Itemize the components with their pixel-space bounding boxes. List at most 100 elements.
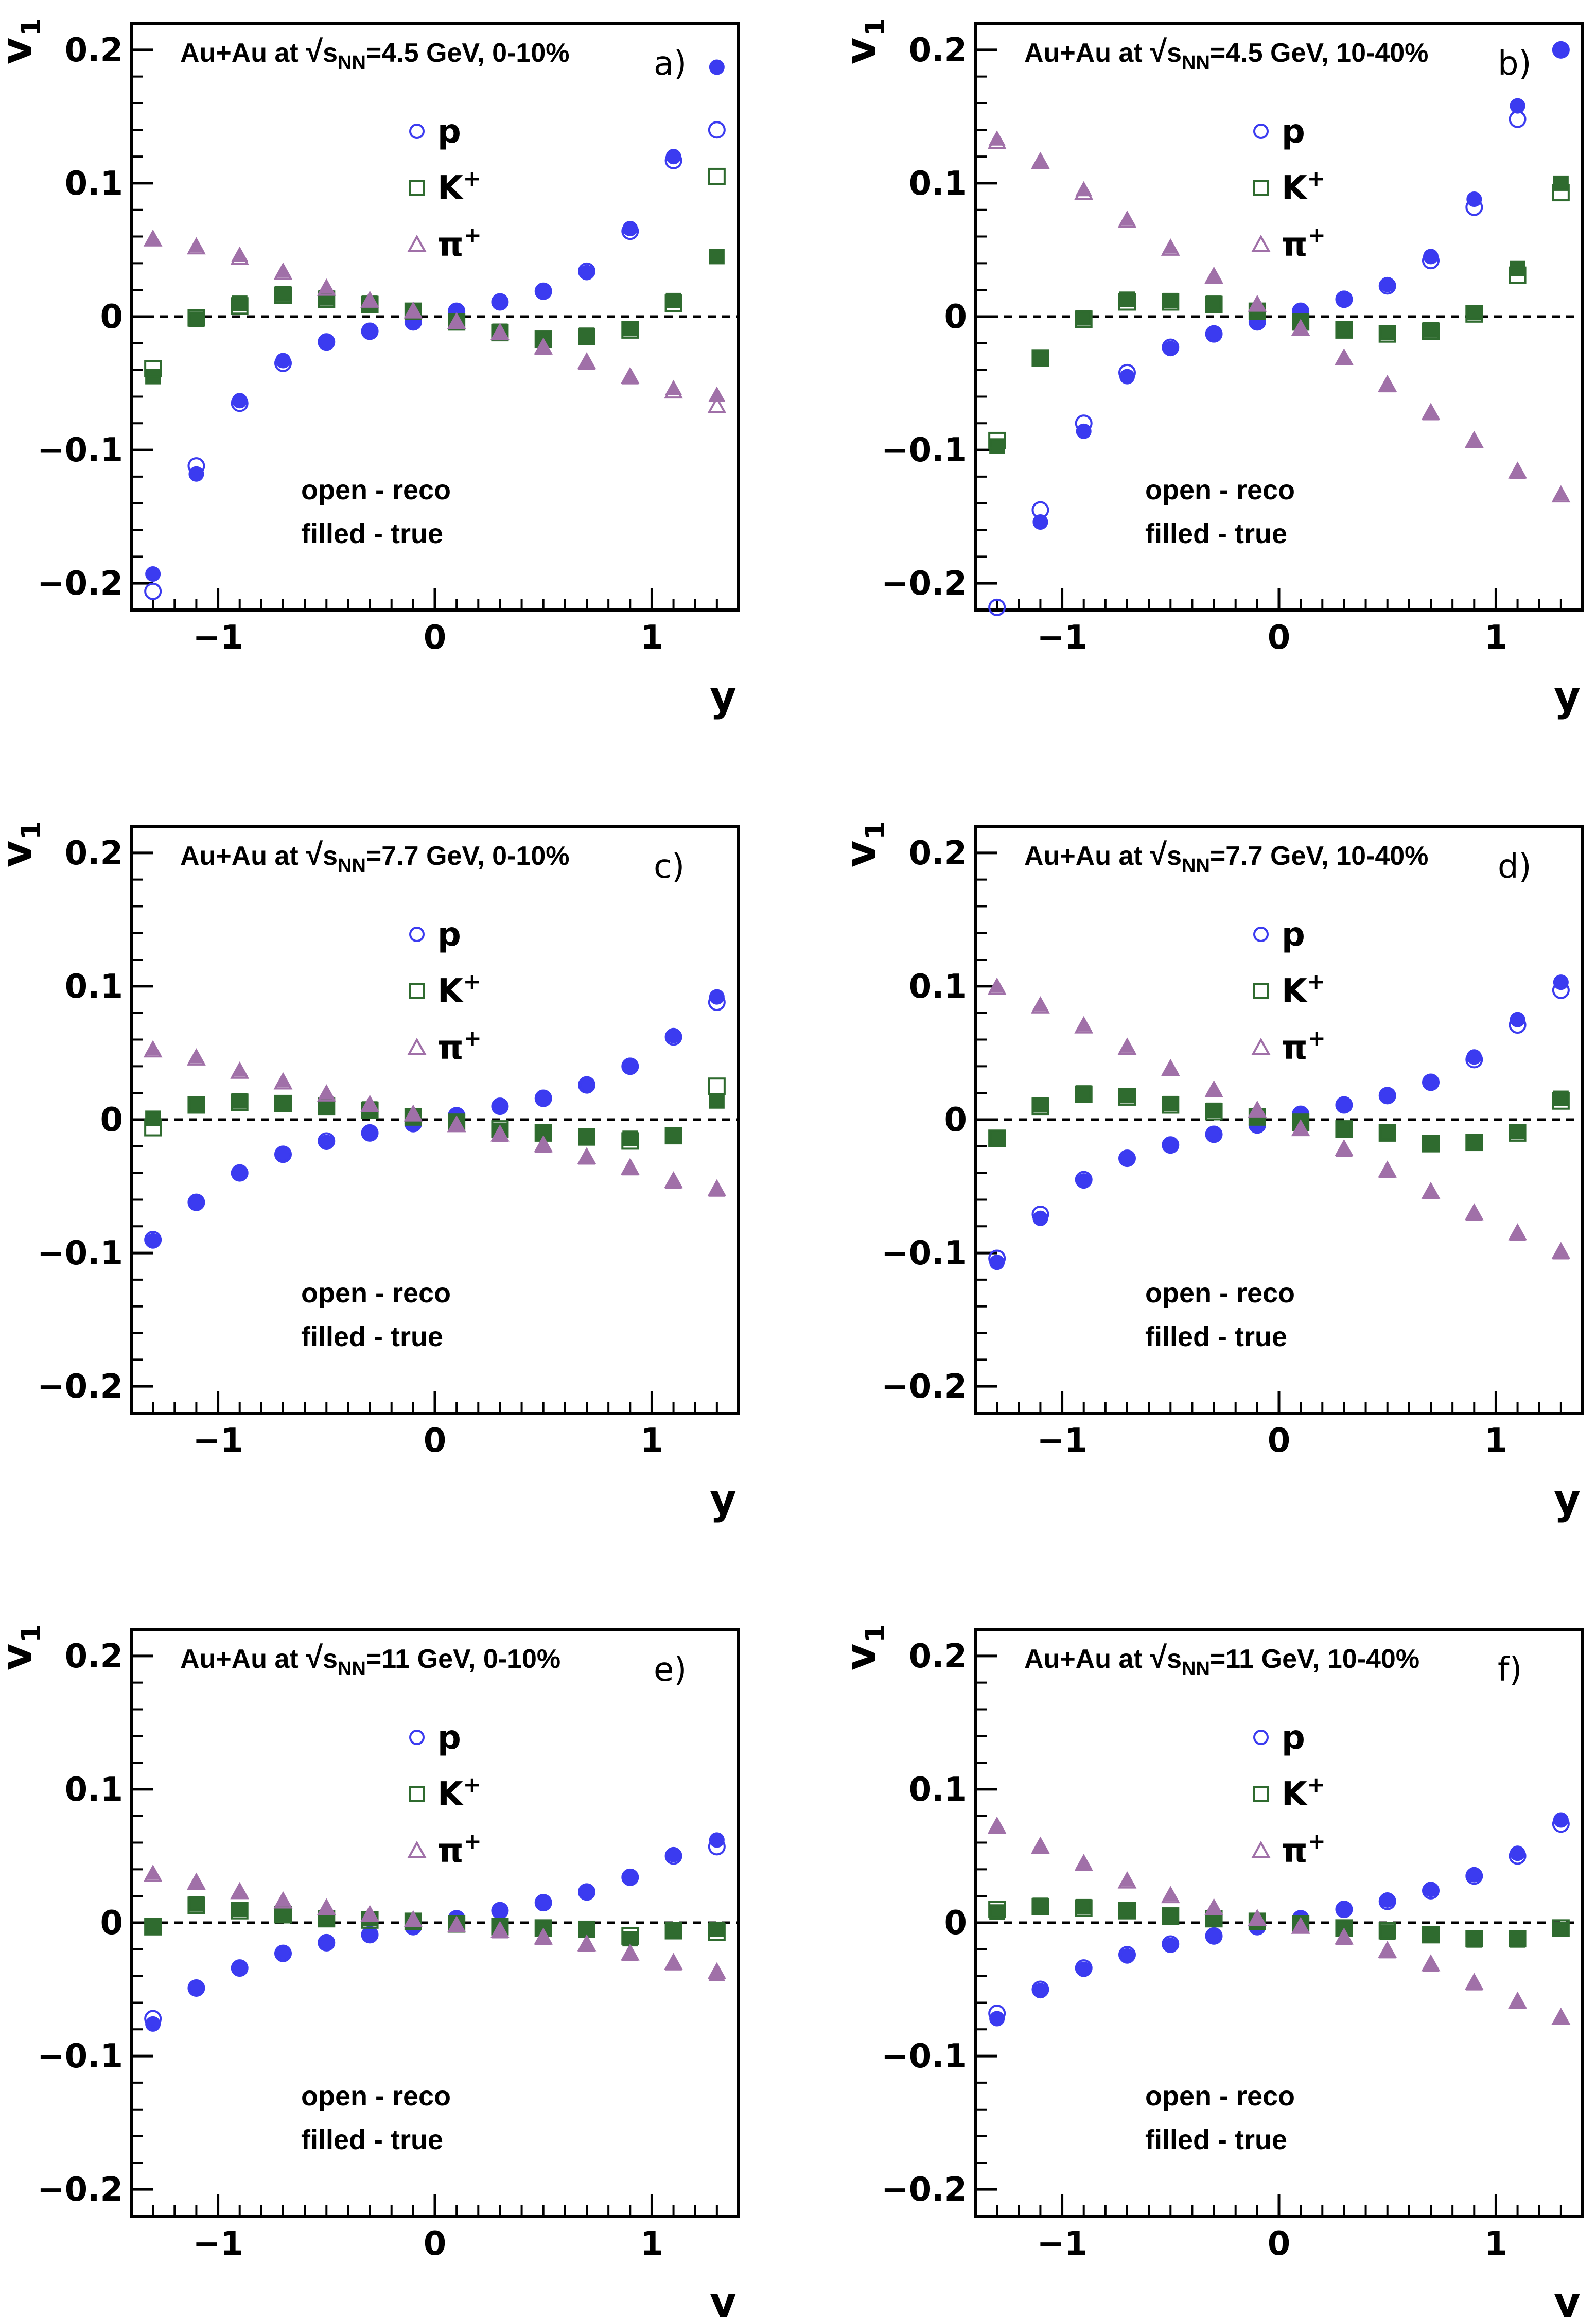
x-tick-label: 0 xyxy=(1268,2225,1291,2263)
x-tick-label: −1 xyxy=(1037,619,1087,657)
y-tick-label: 0.1 xyxy=(65,165,123,203)
piplus-reco-point xyxy=(404,301,423,319)
y-tick-label: 0.1 xyxy=(909,165,967,203)
Kplus-true-point xyxy=(709,1093,725,1109)
Kplus-reco-point xyxy=(664,1127,682,1145)
p-true-point xyxy=(1163,1137,1179,1153)
y-tick-label: 0.2 xyxy=(909,31,967,69)
y-tick-label: 0.2 xyxy=(909,834,967,873)
y-axis-title: v1 xyxy=(837,821,891,867)
Kplus-reco-point xyxy=(578,1128,595,1146)
Kplus-reco-point xyxy=(1509,1124,1527,1142)
piplus-reco-point xyxy=(1248,1100,1267,1118)
p-reco-point xyxy=(1552,1815,1570,1833)
y-tick-label: 0 xyxy=(944,1101,967,1139)
p-reco-point xyxy=(361,322,379,340)
piplus-reco-point xyxy=(1335,348,1354,365)
title-s: s xyxy=(323,1644,338,1674)
title-s: s xyxy=(1167,38,1182,68)
Kplus-reco-point xyxy=(578,327,595,345)
panel-title: Au+Au at √sNN=4.5 GeV, 10-40% xyxy=(1024,34,1428,74)
Kplus-reco-point xyxy=(231,297,249,315)
legend-marker-K xyxy=(1253,1786,1269,1802)
note-open: open - reco xyxy=(1145,2081,1295,2112)
y-axis-title: v1 xyxy=(837,1624,891,1670)
p-reco-point xyxy=(1162,1136,1180,1154)
piplus-reco-point xyxy=(620,367,640,384)
piplus-reco-point xyxy=(1335,1139,1354,1156)
p-reco-point xyxy=(318,1933,336,1952)
Kplus-true-point xyxy=(1423,1136,1439,1152)
p-reco-point xyxy=(534,1894,552,1912)
p-true-point xyxy=(709,1832,725,1848)
piplus-reco-point xyxy=(404,1910,423,1927)
piplus-reco-point xyxy=(1464,430,1484,448)
y-axis-title: v1 xyxy=(0,821,47,867)
Kplus-reco-point xyxy=(1552,184,1570,202)
title-subscript: NN xyxy=(338,855,366,877)
p-true-point xyxy=(1553,42,1569,58)
y-tick-label: −0.1 xyxy=(37,2037,123,2076)
p-reco-point xyxy=(1205,1927,1223,1945)
p-reco-point xyxy=(144,1231,162,1249)
Kplus-true-point xyxy=(188,1896,204,1912)
sqrt-symbol: √ xyxy=(306,1640,323,1675)
Kplus-reco-point xyxy=(1509,266,1527,284)
piplus-reco-point xyxy=(664,1953,683,1970)
y-tick-label: 0 xyxy=(944,1904,967,1942)
Kplus-true-point xyxy=(1163,292,1179,308)
p-reco-point xyxy=(988,598,1006,616)
title-s: s xyxy=(1167,1644,1182,1674)
piplus-reco-point xyxy=(1074,1016,1094,1034)
Kplus-reco-point xyxy=(1509,1930,1527,1948)
legend-superscript: + xyxy=(464,1025,482,1051)
legend-label-K: K+ xyxy=(437,1772,481,1814)
p-reco-point xyxy=(144,2010,162,2028)
legend-label-pi: π+ xyxy=(437,222,482,264)
Kplus-true-point xyxy=(145,1919,161,1935)
note-open: open - reco xyxy=(301,475,451,506)
piplus-reco-point xyxy=(1117,211,1137,228)
legend-label-p: p xyxy=(1282,916,1305,954)
x-axis-title: y xyxy=(1554,2278,1581,2317)
piplus-reco-point xyxy=(1378,375,1397,392)
p-true-point xyxy=(232,1165,248,1181)
Kplus-reco-point xyxy=(1205,1103,1223,1121)
legend-superscript: + xyxy=(464,222,482,248)
piplus-reco-point xyxy=(707,1962,727,1979)
Kplus-reco-point xyxy=(274,286,292,304)
Kplus-true-point xyxy=(1423,322,1439,338)
panel-title: Au+Au at √sNN=7.7 GeV, 0-10% xyxy=(180,837,569,877)
sqrt-symbol: √ xyxy=(1150,34,1167,68)
y-tick-label: −0.1 xyxy=(881,2037,967,2076)
p-reco-point xyxy=(578,1076,595,1094)
p-reco-point xyxy=(708,121,726,139)
Kplus-reco-point xyxy=(1075,1899,1093,1917)
y-tick-label: −0.2 xyxy=(881,2171,967,2209)
note-filled: filled - true xyxy=(301,1321,443,1352)
Kplus-reco-point xyxy=(1465,1930,1483,1948)
x-tick-label: −1 xyxy=(192,2225,243,2263)
Kplus-reco-point xyxy=(1422,322,1440,340)
p-reco-point xyxy=(318,1132,336,1150)
y-axis-subscript: 1 xyxy=(16,821,47,840)
p-reco-point xyxy=(1335,1901,1353,1919)
panel-c: −0.2 −0.1 0 0.1 0.2 −1 0 1 y v1 Au+Au at √sNN=7.7 … xyxy=(0,821,740,1523)
panel-title: Au+Au at √sNN=11 GeV, 0-10% xyxy=(180,1640,560,1680)
legend-superscript: + xyxy=(1308,1025,1326,1051)
Kplus-reco-point xyxy=(1118,293,1136,311)
panel-label: a) xyxy=(654,45,687,83)
Kplus-reco-point xyxy=(1031,1097,1049,1116)
y-tick-label: 0.1 xyxy=(909,968,967,1006)
Kplus-true-point xyxy=(1076,1898,1092,1914)
piplus-reco-point xyxy=(1117,1037,1137,1055)
piplus-reco-point xyxy=(1248,294,1267,312)
Kplus-reco-point xyxy=(1162,1096,1180,1114)
y-tick-label: 0.1 xyxy=(65,1771,123,1809)
note-filled: filled - true xyxy=(1145,518,1287,549)
Kplus-reco-point xyxy=(708,1923,726,1941)
legend-marker-pi xyxy=(1251,1840,1271,1858)
y-axis-subscript: 1 xyxy=(16,1624,47,1643)
p-reco-point xyxy=(1509,110,1527,128)
legend-label-pi: π+ xyxy=(1282,222,1326,264)
